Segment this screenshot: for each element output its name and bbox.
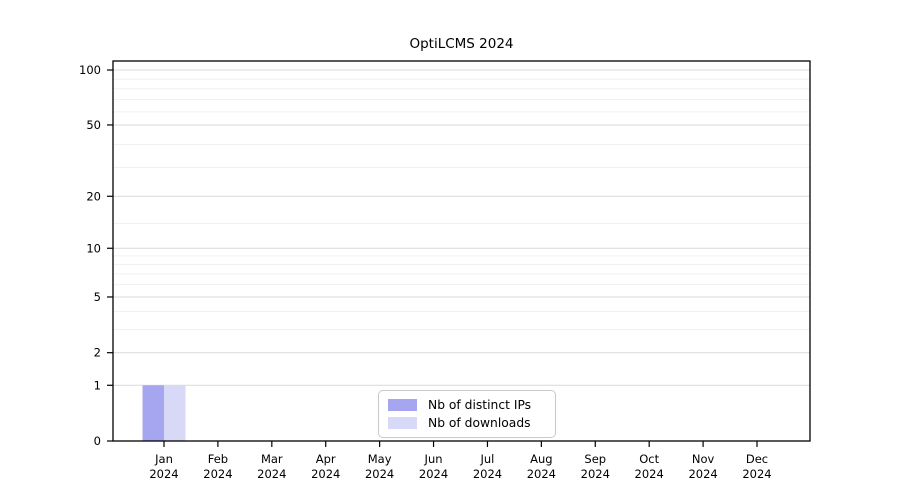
x-tick-label-month: Aug	[530, 452, 552, 466]
x-tick-label-year: 2024	[635, 467, 664, 481]
bar-jan-series0	[142, 385, 164, 441]
y-tick-label: 1	[94, 378, 101, 392]
legend-swatch-downloads	[388, 417, 417, 429]
x-tick-label-year: 2024	[742, 467, 771, 481]
x-tick-label-month: Mar	[261, 452, 283, 466]
y-tick-label: 10	[86, 241, 101, 255]
x-tick-label-year: 2024	[581, 467, 610, 481]
x-tick-label-year: 2024	[688, 467, 717, 481]
x-tick-label-year: 2024	[527, 467, 556, 481]
x-tick-label-month: Apr	[316, 452, 336, 466]
y-tick-label: 100	[79, 63, 101, 77]
x-tick-label-month: Jan	[154, 452, 173, 466]
axis-spine	[112, 60, 811, 442]
legend-item-downloads: Nb of downloads	[388, 415, 546, 430]
y-tick-label: 2	[94, 346, 101, 360]
y-tick-label: 5	[94, 290, 101, 304]
x-tick-label-year: 2024	[419, 467, 448, 481]
x-tick-label-month: Jul	[480, 452, 495, 466]
x-tick-label-year: 2024	[203, 467, 232, 481]
y-tick-label: 20	[86, 189, 101, 203]
x-tick-label-month: Feb	[208, 452, 228, 466]
y-tick-label: 50	[86, 118, 101, 132]
x-tick-label-month: Dec	[746, 452, 768, 466]
x-tick-label-year: 2024	[257, 467, 286, 481]
x-tick-label-month: Nov	[692, 452, 715, 466]
x-tick-label-year: 2024	[473, 467, 502, 481]
x-tick-label-year: 2024	[365, 467, 394, 481]
x-tick-label-month: May	[368, 452, 392, 466]
legend-label-distinct-ips: Nb of distinct IPs	[428, 397, 532, 412]
y-tick-label: 0	[94, 434, 101, 448]
legend: Nb of distinct IPs Nb of downloads	[378, 390, 556, 438]
x-tick-label-month: Oct	[639, 452, 659, 466]
legend-label-downloads: Nb of downloads	[428, 415, 531, 430]
legend-item-distinct-ips: Nb of distinct IPs	[388, 397, 546, 412]
x-tick-label-year: 2024	[311, 467, 340, 481]
x-tick-label-year: 2024	[149, 467, 178, 481]
bar-jan-series1	[164, 385, 186, 441]
x-tick-label-month: Sep	[584, 452, 606, 466]
legend-swatch-distinct-ips	[388, 399, 417, 411]
x-tick-label-month: Jun	[424, 452, 443, 466]
chart-title: OptiLCMS 2024	[409, 36, 514, 52]
